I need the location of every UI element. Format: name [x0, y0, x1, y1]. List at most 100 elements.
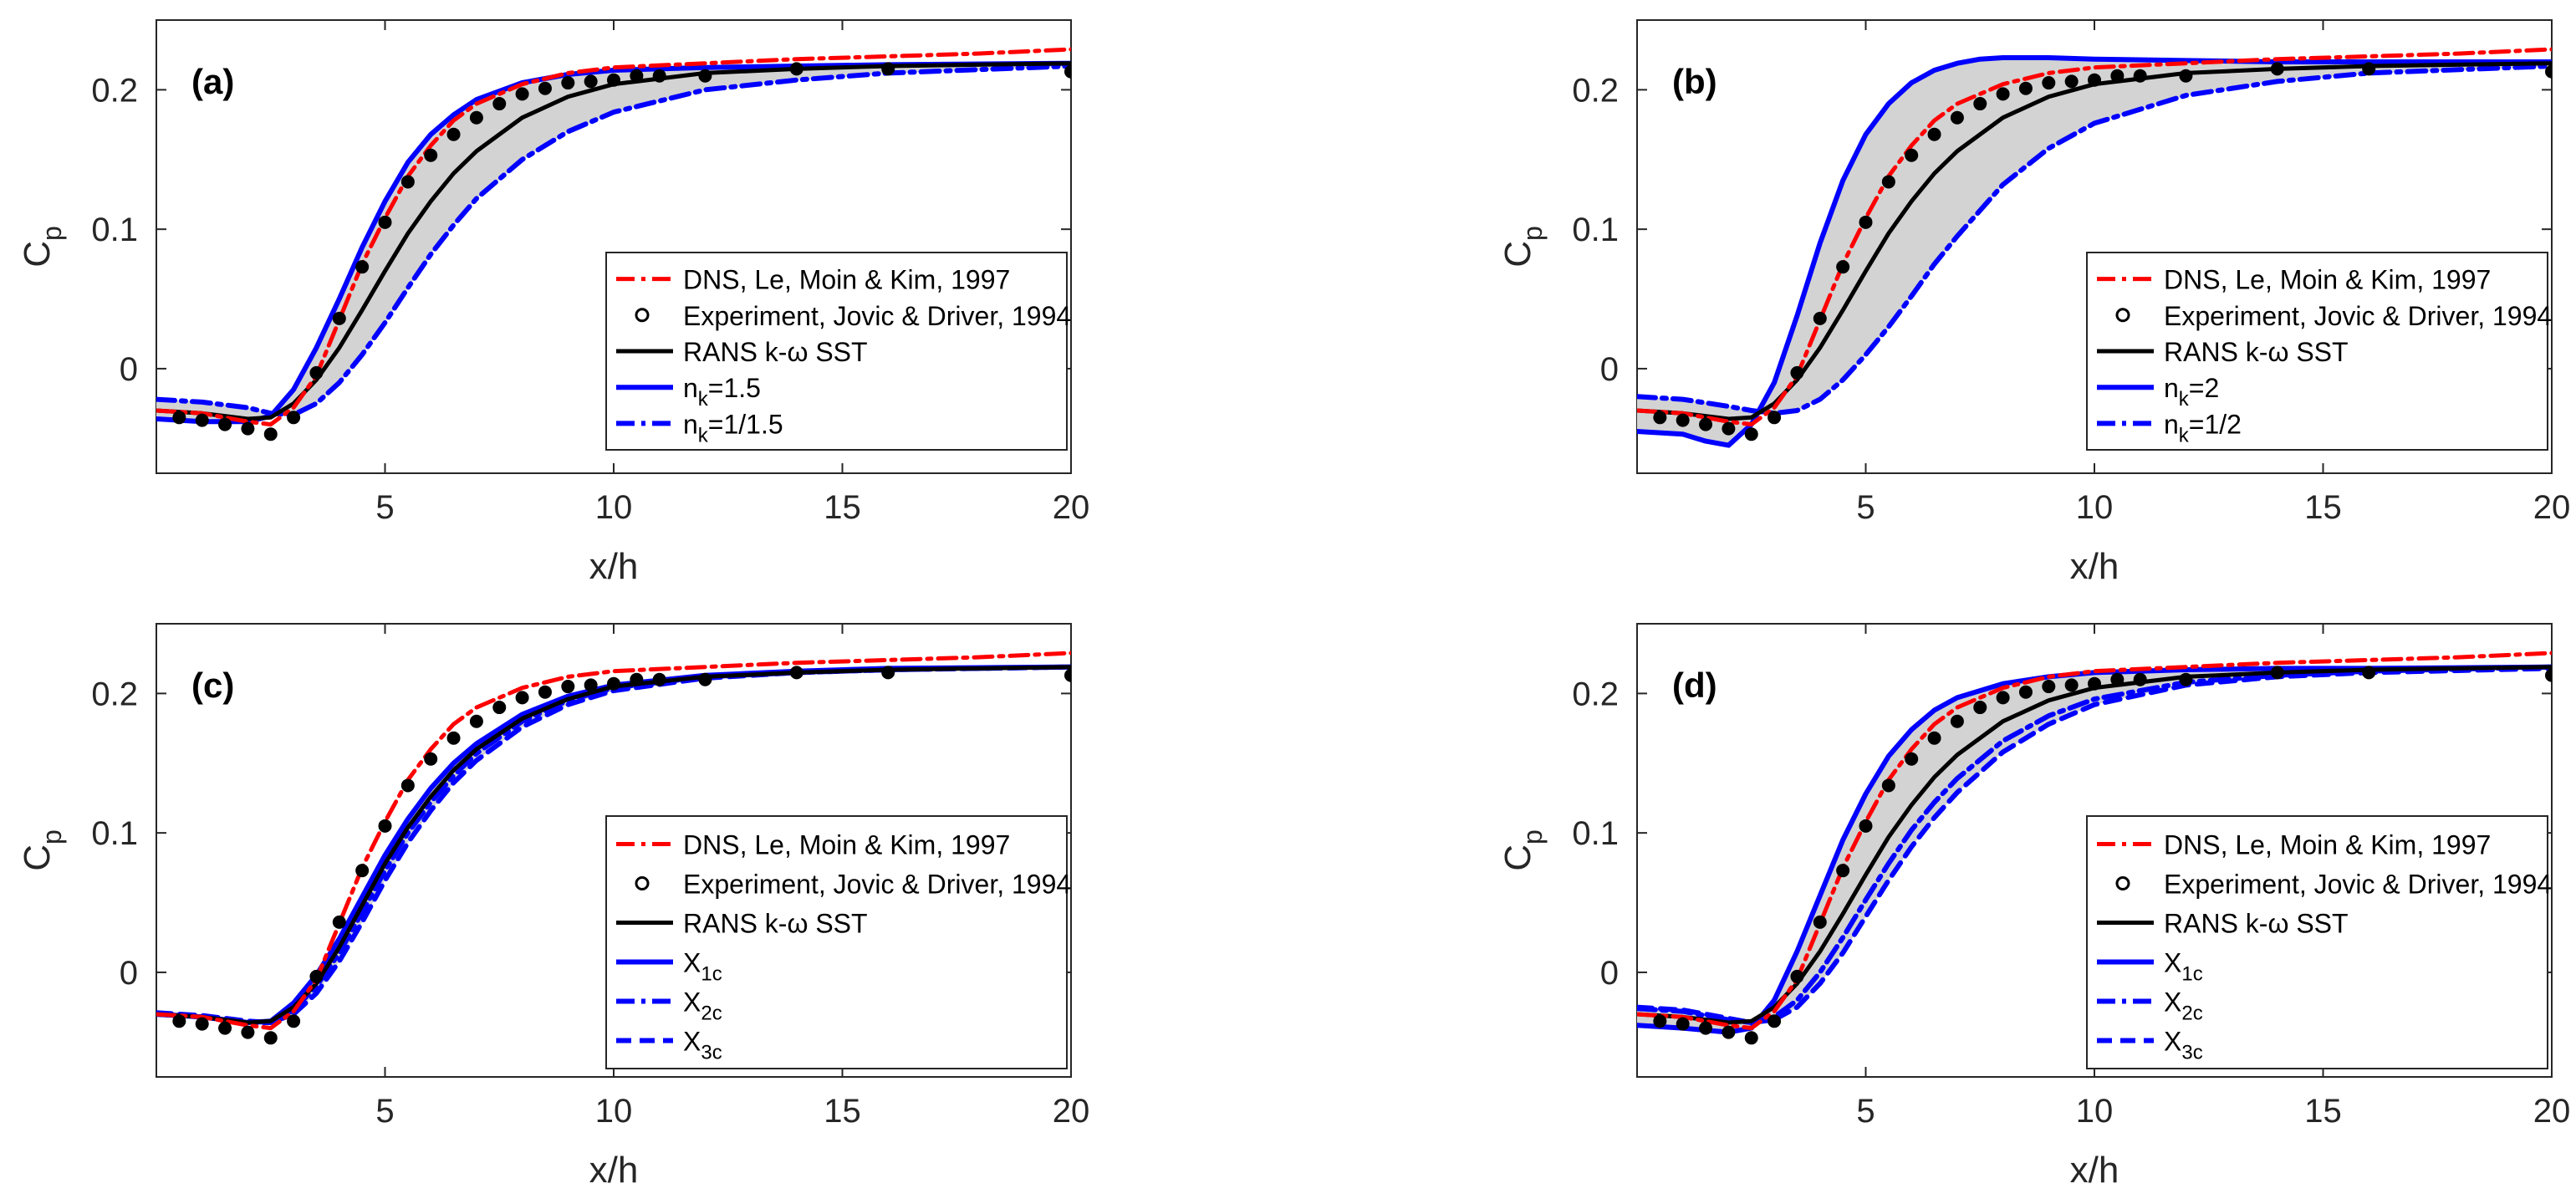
panel-2: 5 10 15 20 0 0.1 0.2 x/h Cp (c) DNS, Le, Moin & Ki… [17, 623, 1089, 1191]
experiment-point [2018, 81, 2033, 95]
x-tick-label: 15 [2304, 489, 2342, 526]
legend-entry: RANS k-ω SST [683, 337, 868, 367]
legend-marker-experiment [635, 308, 650, 323]
experiment-point [195, 1017, 209, 1031]
experiment-point [1836, 260, 1850, 274]
legend-entry: nk=1.5 [683, 373, 761, 411]
y-tick-label: 0.1 [1572, 212, 1619, 248]
experiment-point [1767, 411, 1782, 425]
series-line-dns [156, 47, 1071, 427]
experiment-point [1927, 127, 1941, 141]
experiment-point [1744, 1031, 1758, 1045]
plot-area [156, 47, 1071, 441]
experiment-point [1927, 731, 1941, 745]
panel-1: 5 10 15 20 0 0.1 0.2 x/h Cp (b) DNS, Le, Moin & Ki… [1497, 19, 2571, 587]
experiment-point [309, 969, 324, 983]
experiment-point [1996, 87, 2010, 101]
series-line-rans [1637, 61, 2552, 421]
x-tick-label: 5 [375, 1093, 394, 1130]
experiment-point [400, 175, 415, 189]
experiment-point [172, 1014, 186, 1028]
legend-entry: nk=2 [2164, 373, 2219, 411]
experiment-point [630, 672, 644, 686]
legend: DNS, Le, Moin & Kim, 1997 Experiment, Jov… [605, 815, 1071, 1069]
experiment-point [355, 864, 370, 878]
y-axis-label: Cp [1497, 829, 1548, 871]
x-tick-label: 10 [595, 1093, 633, 1130]
experiment-point [446, 731, 461, 745]
y-tick-label: 0.2 [91, 676, 138, 712]
experiment-point [263, 1031, 278, 1045]
y-tick-label: 0.2 [1572, 72, 1619, 109]
experiment-point [1881, 778, 1895, 793]
experiment-point [263, 427, 278, 441]
y-tick-label: 0.2 [91, 72, 138, 109]
experiment-point [538, 685, 552, 699]
experiment-point [2088, 73, 2101, 87]
panel-label: (c) [191, 666, 234, 705]
experiment-point [1813, 311, 1827, 325]
experiment-point [355, 260, 370, 274]
series-line-dns [156, 651, 1071, 1031]
experiment-point [2545, 64, 2552, 79]
legend-entry: X2c [2164, 987, 2203, 1025]
experiment-point [538, 81, 552, 95]
y-tick-label: 0 [120, 351, 138, 388]
experiment-point [652, 69, 666, 83]
legend-entry: RANS k-ω SST [683, 909, 868, 939]
experiment-point [789, 666, 803, 680]
experiment-point [2133, 672, 2147, 686]
legend-entry: X2c [683, 987, 722, 1025]
x-tick-label: 20 [1053, 489, 1090, 526]
experiment-point [492, 701, 507, 715]
legend-entry: Experiment, Jovic & Driver, 1994 [2164, 301, 2552, 331]
legend-marker-experiment [635, 876, 650, 890]
legend-entry: X3c [2164, 1027, 2203, 1064]
legend-entry: RANS k-ω SST [2164, 909, 2349, 939]
legend-entry: X3c [683, 1027, 722, 1064]
uncertainty-band [1637, 58, 2552, 446]
experiment-point [2064, 74, 2079, 89]
experiment-point [2545, 668, 2552, 682]
y-tick-label: 0.1 [91, 212, 138, 248]
experiment-point [1859, 819, 1873, 833]
legend-box [605, 252, 1068, 451]
experiment-point [698, 69, 712, 83]
experiment-point [630, 69, 644, 83]
series-line-blue-solid [1637, 55, 2552, 448]
experiment-point [446, 127, 461, 141]
experiment-point [1790, 969, 1804, 983]
experiment-point [2362, 666, 2376, 680]
legend-entry: DNS, Le, Moin & Kim, 1997 [2164, 265, 2491, 295]
experiment-point [881, 62, 895, 76]
experiment-point [332, 915, 346, 929]
experiment-point [1813, 915, 1827, 929]
x-tick-label: 5 [375, 489, 394, 526]
experiment-point [287, 1014, 301, 1028]
legend: DNS, Le, Moin & Kim, 1997 Experiment, Jov… [605, 252, 1071, 451]
experiment-point [287, 411, 301, 425]
x-tick-label: 15 [824, 1093, 861, 1130]
experiment-point [332, 311, 346, 325]
experiment-point [1699, 1021, 1713, 1035]
experiment-point [1653, 1014, 1667, 1028]
experiment-point [607, 73, 620, 87]
panel-label: (b) [1672, 62, 1717, 101]
experiment-point [881, 666, 895, 680]
x-axis-label: x/h [2070, 1150, 2119, 1191]
legend-entry: DNS, Le, Moin & Kim, 1997 [683, 830, 1010, 860]
x-tick-label: 10 [595, 489, 633, 526]
experiment-point [2270, 62, 2284, 76]
legend-entry: Experiment, Jovic & Driver, 1994 [683, 301, 1071, 331]
experiment-point [2018, 685, 2033, 699]
x-tick-label: 20 [2533, 489, 2571, 526]
plot-area [1637, 651, 2552, 1045]
legend-box [605, 815, 1068, 1069]
experiment-point [1064, 668, 1071, 682]
experiment-point [218, 417, 232, 431]
series-line-blue-solid [156, 60, 1071, 425]
experiment-point [1859, 215, 1873, 229]
y-axis-label: Cp [17, 226, 67, 268]
experiment-point [1064, 64, 1071, 79]
experiment-point [561, 680, 575, 694]
